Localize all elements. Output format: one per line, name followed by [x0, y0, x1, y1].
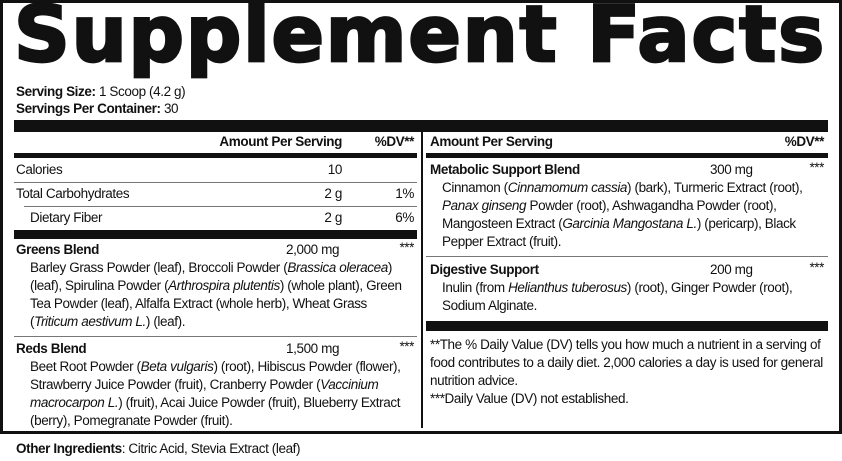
footnote-not-established: ***Daily Value (DV) not established. [430, 391, 629, 406]
divider [426, 153, 828, 158]
row-calories-name: Calories [16, 162, 63, 177]
servings-value: 30 [163, 101, 179, 116]
other-ingredients: Other Ingredients: Citric Acid, Stevia E… [16, 440, 301, 458]
row-fiber-dv: 6% [395, 210, 414, 225]
metabolic-blend-ingredients: Cinnamon (Cinnamomum cassia) (bark), Tur… [442, 180, 803, 249]
divider [14, 336, 417, 337]
row-carbs-name: Total Carbohydrates [16, 186, 130, 201]
footnote-dv: **The % Daily Value (DV) tells you how m… [430, 337, 823, 388]
greens-blend-name: Greens Blend [16, 242, 99, 257]
metabolic-blend-name: Metabolic Support Blend [430, 162, 580, 177]
right-header-dv: %DV** [784, 134, 825, 149]
other-ingredients-value: : Citric Acid, Stevia Extract (leaf) [121, 441, 301, 456]
servings-label: Servings Per Container: [16, 101, 161, 116]
metabolic-blend-dv: *** [809, 160, 824, 175]
reds-blend-amount: 1,500 mg [286, 341, 340, 356]
column-divider [421, 132, 423, 428]
serving-size-label: Serving Size: [16, 84, 96, 99]
reds-blend-name: Reds Blend [16, 341, 87, 356]
divider [14, 153, 417, 158]
divider-thick [426, 321, 828, 331]
divider [14, 182, 417, 183]
row-carbs-amount: 2 g [324, 186, 342, 201]
row-carbs-dv: 1% [395, 186, 414, 201]
metabolic-blend-amount: 300 mg [710, 162, 753, 177]
label-title: Supplement Facts [13, 0, 826, 80]
row-fiber-amount: 2 g [324, 210, 342, 225]
label-frame [0, 0, 842, 434]
digestive-support-amount: 200 mg [710, 262, 753, 277]
divider-thick [14, 230, 417, 239]
servings-per-container: Servings Per Container: 30 [16, 100, 179, 118]
row-calories-amount: 10 [327, 162, 343, 177]
digestive-support-dv: *** [809, 260, 824, 275]
greens-blend-dv: *** [399, 240, 414, 255]
left-header-amount: Amount Per Serving [219, 134, 342, 149]
right-header-amount: Amount Per Serving [430, 134, 553, 149]
left-header-dv: %DV** [374, 134, 415, 149]
digestive-support-ingredients: Inulin (from Helianthus tuberosus) (root… [442, 280, 793, 313]
divider [24, 206, 417, 207]
divider-thick [14, 120, 828, 132]
serving-size: Serving Size: 1 Scoop (4.2 g) [16, 83, 186, 101]
greens-blend-ingredients: Barley Grass Powder (leaf), Broccoli Pow… [30, 260, 402, 329]
digestive-support-name: Digestive Support [430, 262, 539, 277]
reds-blend-ingredients: Beet Root Powder (Beta vulgaris) (root),… [30, 359, 401, 428]
serving-size-value: 1 Scoop (4.2 g) [98, 84, 186, 99]
other-ingredients-label: Other Ingredients [16, 441, 122, 456]
row-fiber-name: Dietary Fiber [30, 210, 103, 225]
divider [426, 256, 828, 257]
reds-blend-dv: *** [399, 339, 414, 354]
greens-blend-amount: 2,000 mg [286, 242, 340, 257]
